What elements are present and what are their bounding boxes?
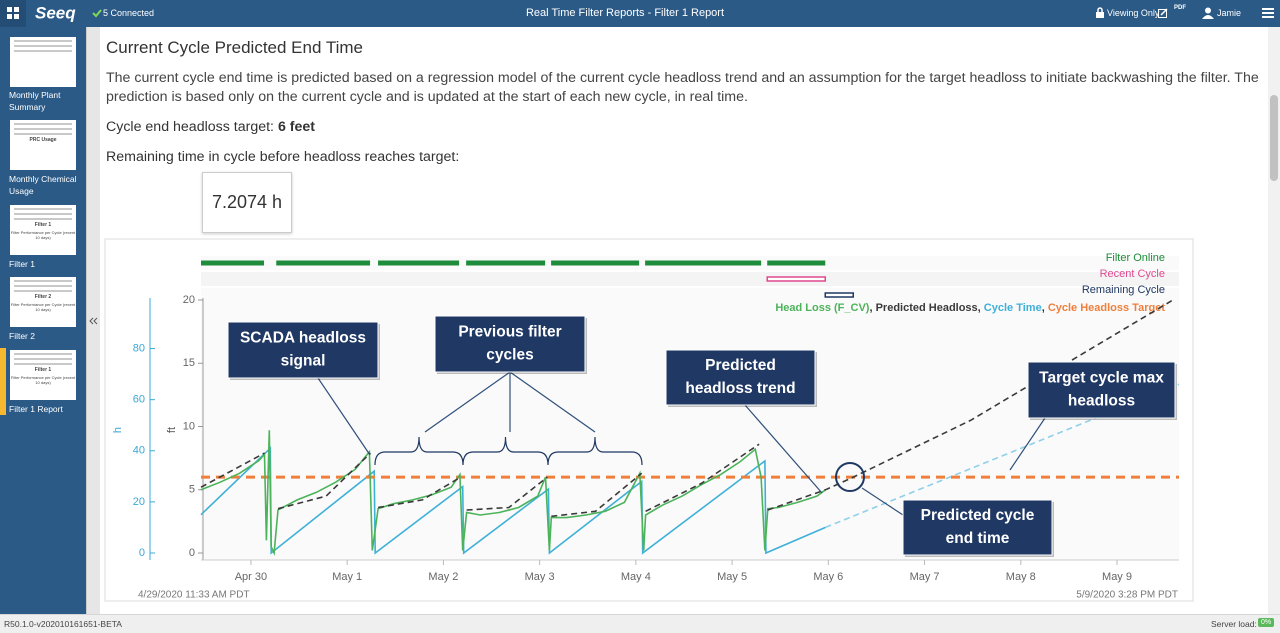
target-value: 6 feet <box>277 119 316 135</box>
active-marker <box>0 348 6 415</box>
thumb-line <box>14 280 72 282</box>
thumb-line <box>14 285 72 287</box>
thumb-line <box>14 363 72 365</box>
logo[interactable]: Seeq <box>35 3 76 22</box>
thumb-text: Filter 1 <box>34 367 52 373</box>
edit-icon[interactable] <box>1158 8 1168 18</box>
header: Seeq 5 Connected Real Time Filter Report… <box>0 0 1280 27</box>
sidebar: Monthly Plant Summary PRC Usage Monthly Ch… <box>0 27 86 614</box>
thumb-line <box>14 133 72 135</box>
thumb-text: Filter Performance per Cycle (recent 10 … <box>10 302 76 312</box>
thumbnail[interactable]: Filter 1 Filter Performance per Cycle (re… <box>10 350 76 400</box>
thumbnail[interactable]: Filter 1 Filter Performance per Cycle (re… <box>10 205 76 255</box>
thumb-line <box>14 290 72 292</box>
logo-area: Seeq <box>0 0 76 27</box>
collapse-icon[interactable] <box>87 314 101 328</box>
scroll-thumb[interactable] <box>1270 95 1278 181</box>
thumb-line <box>14 128 72 130</box>
thumbnail[interactable]: PRC Usage <box>10 120 76 170</box>
description: The current cycle end time is predicted … <box>106 70 1259 105</box>
user-name[interactable]: Jamie <box>1217 8 1242 18</box>
page-label[interactable]: Filter 1 <box>9 259 35 269</box>
report-body: Current Cycle Predicted End Time The cur… <box>100 27 1268 614</box>
scrollbar[interactable] <box>1268 27 1280 614</box>
thumb-line <box>14 358 72 360</box>
thumb-line <box>14 208 72 210</box>
connection-status[interactable]: 5 Connected <box>103 8 155 18</box>
remaining-value: 7.2074 h <box>202 172 292 233</box>
thumb-text: Filter Performance per Cycle (recent 10 … <box>10 375 76 385</box>
target-label: Cycle end headloss target: <box>106 119 274 135</box>
thumb-line <box>14 123 72 125</box>
thumb-line <box>14 218 72 220</box>
thumb-line <box>14 40 72 42</box>
page-label[interactable]: Monthly Chemical Usage <box>9 174 77 196</box>
thumb-text: Filter 2 <box>34 294 52 300</box>
user-icon <box>1202 7 1214 19</box>
splitter[interactable] <box>86 27 100 614</box>
lock-icon <box>1096 7 1104 18</box>
thumb-line <box>14 45 72 47</box>
version: R50.1.0-v202010161651-BETA <box>4 619 122 629</box>
remaining-label: Remaining time in cycle before headloss … <box>106 149 460 165</box>
server-load-value: 0% <box>1258 618 1275 627</box>
thumb-text: Filter Performance per Cycle (recent 10 … <box>10 230 76 240</box>
pdf-button[interactable]: PDF <box>1174 5 1186 11</box>
thumb-text: PRC Usage <box>29 137 57 143</box>
document-title: Real Time Filter Reports - Filter 1 Repo… <box>525 7 725 19</box>
section-heading: Current Cycle Predicted End Time <box>106 38 363 57</box>
thumb-text: Filter 1 <box>34 222 52 228</box>
thumbnail[interactable] <box>10 37 76 87</box>
thumbnail[interactable]: Filter 2 Filter Performance per Cycle (re… <box>10 277 76 327</box>
thumb-line <box>14 353 72 355</box>
page-label[interactable]: Filter 2 <box>9 331 35 341</box>
page-label[interactable]: Filter 1 Report <box>9 404 63 414</box>
target-line: Cycle end headloss target: 6 feet <box>106 119 315 135</box>
viewing-mode[interactable]: Viewing Only <box>1107 8 1160 18</box>
footer: R50.1.0-v202010161651-BETA Server load: … <box>0 614 1280 633</box>
page-label[interactable]: Monthly Plant Summary <box>9 90 61 112</box>
thumb-line <box>14 213 72 215</box>
menu-icon[interactable] <box>1262 7 1274 19</box>
thumb-line <box>14 50 72 52</box>
check-icon <box>92 9 102 18</box>
server-load-label: Server load: <box>1211 619 1257 629</box>
